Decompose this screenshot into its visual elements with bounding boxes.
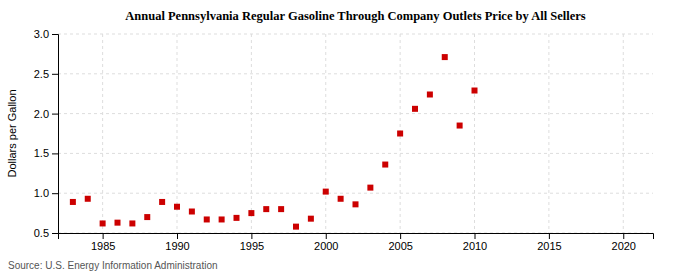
point <box>129 220 135 226</box>
y-grid-line <box>58 34 653 35</box>
y-tick: 2.0 <box>34 108 58 120</box>
title: Annual Pennsylvania Regular Gasoline Thr… <box>125 9 586 23</box>
x-tick-label: 1995 <box>240 240 264 252</box>
point <box>159 199 165 205</box>
point <box>115 220 121 226</box>
x-grid-line <box>251 34 252 233</box>
point <box>219 216 225 222</box>
grid <box>58 34 653 233</box>
y-tick-mark <box>52 233 58 234</box>
x-tick: 2000 <box>314 233 338 252</box>
point <box>248 210 254 216</box>
point <box>442 54 448 60</box>
point <box>308 216 314 222</box>
x-tick-mark <box>251 233 252 239</box>
x-axis-line <box>59 234 654 240</box>
point <box>174 204 180 210</box>
x-tick-label: 2000 <box>314 240 338 252</box>
x-tick-mark <box>400 233 401 239</box>
point <box>397 131 403 137</box>
x-grid-line <box>548 34 549 233</box>
points <box>70 54 478 230</box>
y-tick-label: 1.5 <box>34 147 49 159</box>
y-axis-line <box>52 35 59 234</box>
point <box>85 196 91 202</box>
point <box>338 196 344 202</box>
x-tick-label: 1990 <box>165 240 189 252</box>
x-grid-line <box>474 34 475 233</box>
point <box>293 224 299 230</box>
y-axis-title: Dollars per Gallon <box>6 89 18 177</box>
point <box>234 215 240 221</box>
x-tick-mark <box>549 233 550 239</box>
y-tick-mark <box>52 74 58 75</box>
x-tick: 2010 <box>463 233 487 252</box>
point <box>144 214 150 220</box>
x-tick-label: 2015 <box>537 240 561 252</box>
x-tick-label: 1985 <box>91 240 115 252</box>
point <box>382 162 388 168</box>
point <box>367 185 373 191</box>
x-tick-mark <box>326 233 327 239</box>
x-tick-label: 2005 <box>388 240 412 252</box>
x-tick: 2005 <box>388 233 412 252</box>
x-tick: 1990 <box>165 233 189 252</box>
chart-container: 1985 1990 1995 2000 2005 2010 2015 2020 0.5 1.0 1.… <box>0 0 675 275</box>
y-tick-mark <box>52 153 58 154</box>
y-grid-line <box>58 153 653 154</box>
point <box>278 206 284 212</box>
y-grid-line <box>58 73 653 74</box>
y-tick-mark <box>52 193 58 194</box>
annotation: Source: U.S. Energy Information Administ… <box>8 260 218 271</box>
x-tick: 1995 <box>240 233 264 252</box>
y-tick-label: 3.0 <box>34 28 49 40</box>
x-tick-mark <box>623 233 624 239</box>
x-tick: 2020 <box>612 233 636 252</box>
y-grid-line <box>58 113 653 114</box>
point <box>263 206 269 212</box>
x-grid-line <box>623 34 624 233</box>
x-tick: 1985 <box>91 233 115 252</box>
point <box>323 189 329 195</box>
point <box>100 220 106 226</box>
x-tick-label: 2020 <box>612 240 636 252</box>
y-tick-label: 0.5 <box>34 227 49 239</box>
point <box>427 91 433 97</box>
point <box>412 106 418 112</box>
y-tick: 2.5 <box>34 68 58 80</box>
point <box>70 199 76 205</box>
x-tick-mark <box>103 233 104 239</box>
x-grid-line <box>102 34 103 233</box>
y-grid-line <box>58 193 653 194</box>
x-axis: 1985 1990 1995 2000 2005 2010 2015 2020 <box>59 233 654 252</box>
y-tick: 1.0 <box>34 187 58 199</box>
point <box>457 123 463 129</box>
y-tick-label: 2.5 <box>34 68 49 80</box>
y-tick-label: 1.0 <box>34 187 49 199</box>
point <box>353 201 359 207</box>
x-grid-line <box>325 34 326 233</box>
chart-svg: 1985 1990 1995 2000 2005 2010 2015 2020 0.5 1.0 1.… <box>0 0 675 275</box>
y-axis: 0.5 1.0 1.5 2.0 2.5 3.0 <box>34 28 59 239</box>
plot-area: 1985 1990 1995 2000 2005 2010 2015 2020 0.5 1.0 1.… <box>34 28 654 252</box>
x-tick-label: 2010 <box>463 240 487 252</box>
y-tick-mark <box>52 34 58 35</box>
x-grid-line <box>177 34 178 233</box>
y-tick: 0.5 <box>34 227 58 239</box>
point <box>189 209 195 215</box>
y-tick: 1.5 <box>34 147 58 159</box>
point <box>472 88 478 94</box>
x-tick-mark <box>475 233 476 239</box>
point <box>204 216 210 222</box>
y-tick-label: 2.0 <box>34 108 49 120</box>
y-tick: 3.0 <box>34 28 58 40</box>
x-tick-mark <box>177 233 178 239</box>
y-tick-mark <box>52 114 58 115</box>
x-tick: 2015 <box>537 233 561 252</box>
